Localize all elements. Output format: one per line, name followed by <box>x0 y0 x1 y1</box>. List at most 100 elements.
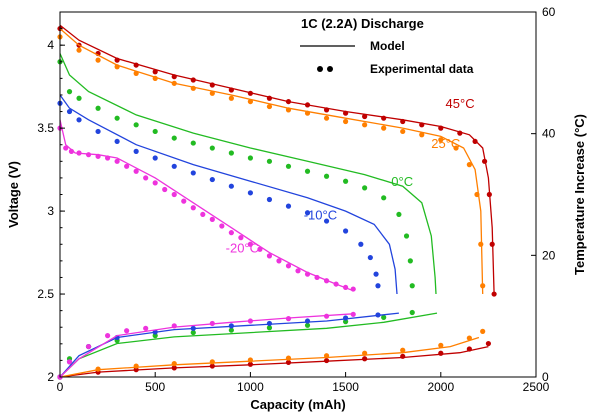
temperature-exp-point <box>152 333 158 339</box>
voltage-exp-point <box>314 274 320 281</box>
series--20°C: -20°C <box>57 119 356 380</box>
series-label: -20°C <box>226 241 259 256</box>
temperature-model-line <box>59 312 438 378</box>
temperature-exp-point <box>171 365 177 371</box>
voltage-exp-point <box>266 253 273 259</box>
x-tick-label: 1500 <box>332 380 359 394</box>
temperature-exp-point <box>485 340 491 347</box>
voltage-exp-point <box>114 138 120 145</box>
voltage-exp-point <box>63 145 69 151</box>
voltage-exp-point <box>323 218 330 224</box>
voltage-exp-point <box>285 163 292 169</box>
voltage-exp-point <box>209 216 215 222</box>
temperature-exp-point <box>105 333 111 339</box>
voltage-exp-point <box>76 150 82 156</box>
voltage-exp-point <box>323 278 330 284</box>
voltage-exp-point <box>114 158 120 164</box>
temperature-exp-point <box>343 315 349 321</box>
voltage-exp-point <box>409 283 415 289</box>
voltage-exp-point <box>285 263 292 269</box>
voltage-exp-point <box>419 132 425 138</box>
voltage-exp-point <box>257 246 263 252</box>
voltage-exp-point <box>266 196 273 203</box>
y-tick-label: 2 <box>47 370 54 384</box>
legend-exp-swatch <box>317 66 323 72</box>
voltage-exp-point <box>478 241 484 247</box>
voltage-exp-point <box>114 64 120 70</box>
series-label: 0°C <box>391 174 413 189</box>
series-label: -10°C <box>304 207 337 222</box>
x-tick-label: 2000 <box>427 380 454 394</box>
temperature-exp-point <box>400 353 406 359</box>
voltage-exp-point <box>114 57 120 63</box>
voltage-exp-point <box>171 74 177 80</box>
voltage-exp-point <box>438 137 444 143</box>
voltage-exp-point <box>457 130 463 136</box>
voltage-exp-point <box>373 271 379 277</box>
voltage-exp-point <box>228 150 234 156</box>
voltage-exp-point <box>228 95 234 101</box>
voltage-exp-point <box>247 241 253 247</box>
voltage-exp-point <box>228 230 234 236</box>
temperature-exp-point <box>409 309 415 316</box>
temperature-exp-point <box>209 359 215 365</box>
temperature-exp-point <box>304 318 311 324</box>
voltage-exp-point <box>209 90 215 96</box>
voltage-exp-point <box>304 271 311 277</box>
voltage-exp-point <box>276 258 282 264</box>
voltage-exp-point <box>190 77 196 83</box>
temperature-exp-point <box>247 357 253 363</box>
voltage-exp-point <box>68 148 75 154</box>
voltage-exp-point <box>304 210 311 216</box>
voltage-exp-point <box>209 176 215 183</box>
voltage-exp-point <box>362 185 368 191</box>
voltage-exp-point <box>367 254 373 261</box>
voltage-exp-point <box>489 241 495 247</box>
voltage-exp-point <box>304 168 311 174</box>
voltage-exp-point <box>466 162 472 168</box>
temperature-exp-point <box>228 323 234 329</box>
voltage-exp-point <box>343 110 349 116</box>
voltage-exp-point <box>190 205 196 211</box>
voltage-exp-point <box>171 163 177 169</box>
x-tick-label: 2500 <box>523 380 550 394</box>
voltage-exp-point <box>453 145 459 151</box>
voltage-exp-point <box>381 195 387 201</box>
temperature-model-line <box>59 313 356 378</box>
voltage-model-line <box>59 119 354 292</box>
voltage-model-line <box>59 53 437 295</box>
voltage-exp-point <box>247 98 253 105</box>
voltage-exp-point <box>95 153 101 159</box>
voltage-exp-point <box>228 183 234 189</box>
temperature-exp-point <box>124 328 130 334</box>
temperature-exp-point <box>247 318 253 324</box>
x-tick-label: 0 <box>57 380 64 394</box>
voltage-exp-point <box>400 118 406 125</box>
voltage-exp-point <box>396 211 402 218</box>
voltage-exp-point <box>190 170 196 176</box>
voltage-exp-point <box>343 118 349 125</box>
voltage-exp-point <box>375 283 381 289</box>
y2-tick-label: 0 <box>542 370 549 384</box>
voltage-exp-point <box>190 140 196 146</box>
temperature-exp-point <box>480 328 486 334</box>
temperature-exp-point <box>350 311 356 317</box>
temperature-exp-point <box>400 347 406 353</box>
voltage-model-line <box>59 24 495 295</box>
voltage-exp-point <box>266 95 273 101</box>
voltage-exp-point <box>66 89 73 95</box>
voltage-exp-point <box>350 286 356 292</box>
legend-exp-swatch <box>327 66 333 72</box>
voltage-exp-point <box>95 105 101 111</box>
series-label: 25°C <box>431 136 460 151</box>
temperature-exp-point <box>323 357 330 364</box>
temperature-exp-point <box>133 363 139 369</box>
voltage-exp-point <box>152 69 158 75</box>
legend-exp-label: Experimental data <box>370 62 474 76</box>
series-45°C: 45°C <box>57 24 497 380</box>
voltage-exp-point <box>133 70 139 76</box>
y2-tick-label: 20 <box>542 248 556 262</box>
temperature-exp-point <box>375 312 381 318</box>
y-tick-label: 3 <box>47 204 54 218</box>
temperature-exp-point <box>266 320 273 327</box>
